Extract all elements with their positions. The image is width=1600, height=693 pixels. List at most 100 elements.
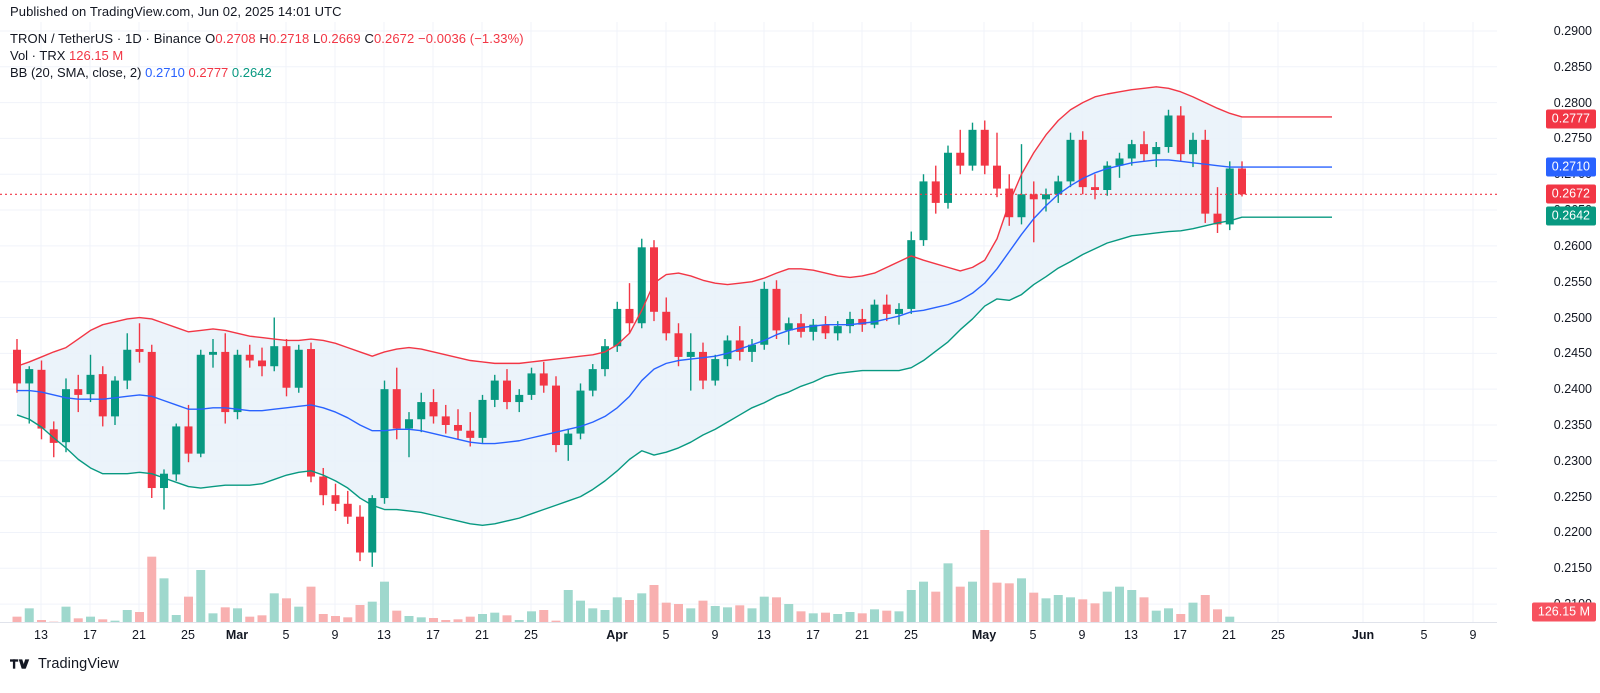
volume-bar — [661, 602, 671, 622]
volume-bar — [1164, 608, 1173, 622]
price-tick: 0.2800 — [1553, 95, 1592, 110]
time-axis[interactable]: 13 17 21 25 Mar 5 9 13 17 21 25 Apr 5 9 13 17 21 25 May 5 9 1… — [0, 622, 1600, 648]
candle-body — [858, 318, 867, 325]
price-plot-area[interactable] — [0, 22, 1497, 622]
volume-bar — [527, 611, 536, 622]
volume-bar — [723, 607, 732, 622]
price-tick: 0.2500 — [1553, 310, 1592, 325]
volume-bar — [1115, 586, 1124, 622]
candle-body — [221, 351, 230, 413]
candle-body — [821, 324, 830, 334]
candle-body — [1115, 158, 1124, 166]
time-tick: 13 — [377, 628, 391, 642]
candle-body — [356, 516, 364, 553]
volume-bar — [698, 600, 708, 622]
volume-bar — [870, 609, 879, 622]
last-price-pill[interactable]: 0.2672 — [1545, 184, 1596, 204]
volume-bar — [429, 618, 438, 622]
candle-body — [907, 240, 916, 309]
time-tick: 17 — [806, 628, 820, 642]
candle-body — [25, 369, 34, 384]
candle-body — [380, 389, 389, 499]
time-tick: 25 — [524, 628, 538, 642]
volume-bar — [416, 617, 426, 622]
volume-bar — [514, 620, 524, 622]
footer-branding: TradingView — [10, 652, 119, 676]
candle-body — [723, 340, 732, 360]
candle-body — [233, 354, 242, 413]
candle-body — [539, 373, 548, 386]
time-tick: Mar — [225, 628, 249, 642]
candle-body — [1054, 181, 1063, 195]
candle-body — [515, 394, 524, 403]
volume-bar — [1041, 598, 1051, 622]
volume-bar — [686, 608, 696, 622]
candle-body — [62, 389, 70, 443]
volume-bar — [857, 613, 867, 622]
candle-body — [111, 380, 119, 417]
volume-bar — [257, 615, 267, 622]
time-tick: 13 — [757, 628, 771, 642]
time-tick: 17 — [1173, 628, 1187, 642]
volume-bar — [931, 591, 941, 622]
tradingview-brand-label: TradingView — [38, 656, 119, 672]
time-tick: 17 — [83, 628, 97, 642]
volume-bar — [576, 600, 585, 622]
volume-bar — [465, 616, 475, 622]
candle-body — [1225, 168, 1234, 225]
volume-bar — [245, 616, 255, 622]
volume-bar — [808, 613, 818, 622]
time-tick: 21 — [132, 628, 146, 642]
volume-bar — [12, 616, 22, 622]
volume-bar — [625, 600, 634, 622]
candle-body — [172, 426, 181, 475]
volume-bar — [441, 620, 451, 622]
candle-body — [956, 152, 965, 166]
volume-bar — [943, 563, 953, 622]
candle-body — [613, 308, 622, 347]
volume-bar — [980, 530, 990, 622]
volume-bar — [184, 596, 193, 622]
bb-lower-price-pill[interactable]: 0.2642 — [1545, 206, 1596, 226]
volume-bar — [282, 598, 291, 622]
candle-body — [882, 304, 891, 314]
bollinger-band-fill — [17, 86, 1242, 526]
volume-bar — [1066, 597, 1075, 622]
volume-bar — [1213, 609, 1222, 622]
volume-bar — [73, 618, 83, 622]
candle-body — [123, 349, 132, 381]
volume-bar — [392, 610, 402, 622]
volume-bar — [1090, 603, 1100, 622]
volume-value-pill[interactable]: 126.15 M — [1531, 602, 1596, 622]
candle-body — [650, 247, 658, 312]
time-tick: 9 — [1078, 628, 1086, 642]
volume-bar — [588, 608, 598, 622]
candle-body — [319, 476, 328, 496]
volume-bar — [478, 614, 487, 622]
candle-body — [1164, 115, 1173, 148]
time-tick: 17 — [426, 628, 440, 642]
candle-body — [993, 165, 1001, 189]
candle-body — [527, 373, 536, 395]
volume-bar — [355, 605, 365, 622]
candle-body — [711, 359, 720, 381]
volume-bar — [1017, 578, 1026, 622]
volume-bar — [502, 615, 512, 622]
candle-body — [307, 349, 315, 477]
price-tick: 0.2400 — [1553, 382, 1592, 397]
volume-bar — [122, 610, 132, 622]
candle-body — [1029, 194, 1038, 200]
candle-body — [944, 152, 952, 203]
volume-bar — [453, 619, 463, 622]
candle-body — [931, 181, 940, 203]
volume-bar — [1151, 610, 1161, 622]
chart-frame: TRON / TetherUS · 1D · Binance O0.2708 H… — [0, 22, 1600, 622]
time-tick: 9 — [711, 628, 719, 642]
bb-upper-price-pill[interactable]: 0.2777 — [1545, 109, 1596, 129]
price-tick: 0.2350 — [1553, 417, 1592, 432]
bb-basis-price-pill[interactable]: 0.2710 — [1545, 157, 1596, 177]
price-axis[interactable]: 0.29000.28500.28000.27500.27000.26500.26… — [1497, 22, 1600, 622]
time-tick: 25 — [181, 628, 195, 642]
volume-bar — [196, 570, 206, 622]
time-tick: 21 — [855, 628, 869, 642]
